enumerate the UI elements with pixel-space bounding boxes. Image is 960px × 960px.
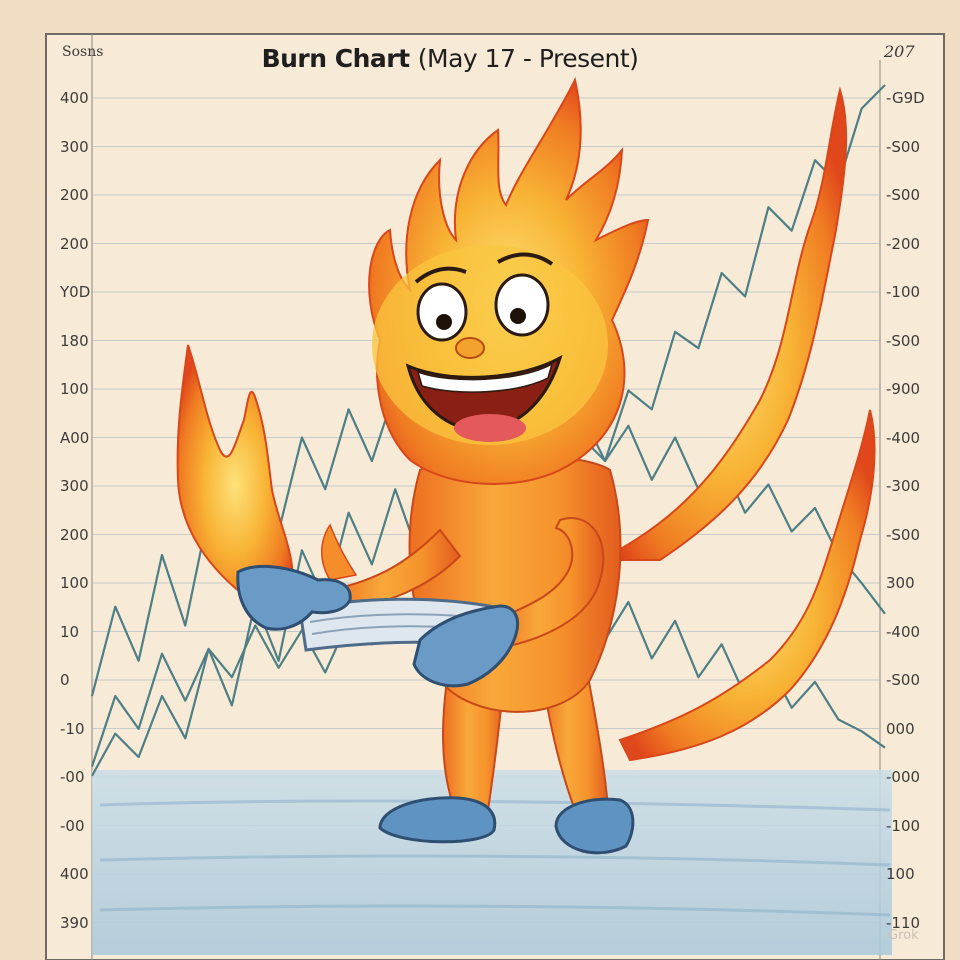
right-pupil — [510, 308, 526, 324]
right-tick-label: -300 — [886, 477, 921, 495]
left-tick-label: 400 — [60, 865, 89, 883]
right-tick-label: -200 — [886, 234, 921, 253]
corner-label-left: Sosns — [62, 44, 104, 60]
right-glove — [412, 604, 519, 688]
watermark: Grok — [888, 928, 919, 943]
left-tick-label: 200 — [60, 186, 89, 204]
left-tick-label: 200 — [60, 234, 89, 253]
left-tick-label: 0 — [60, 671, 70, 689]
right-shoe — [554, 797, 635, 855]
left-tick-label: A00 — [60, 428, 90, 447]
right-tick-label: -S00 — [886, 331, 921, 350]
right-tick-label: -100 — [886, 283, 921, 301]
left-shoe — [378, 796, 497, 844]
left-tick-label: 10 — [60, 622, 80, 641]
left-flame — [176, 344, 294, 601]
right-tick-label: -000 — [886, 768, 921, 786]
nose — [455, 337, 485, 359]
right-tick-label: -100 — [886, 816, 921, 835]
left-tick-label: 100 — [60, 380, 89, 398]
right-tick-label: -400 — [886, 622, 921, 641]
chart-title-range: (May 17 - Present) — [417, 44, 639, 73]
right-tick-label: -S00 — [886, 186, 921, 204]
flame-mascot — [176, 77, 876, 855]
left-tick-label: -00 — [60, 768, 85, 786]
left-tick-label: -10 — [60, 719, 85, 738]
right-tick-label: 100 — [886, 865, 915, 883]
left-glove — [236, 564, 352, 631]
chart-title: Burn Chart (May 17 - Present) — [0, 44, 900, 73]
corner-label-right: 207 — [884, 42, 915, 61]
tongue — [454, 414, 526, 442]
left-tick-label: 390 — [60, 913, 89, 932]
left-tick-label: -00 — [60, 816, 85, 835]
right-tick-label: -900 — [886, 380, 921, 398]
right-flame-arm — [599, 86, 848, 561]
teeth — [416, 362, 554, 393]
tail-flame — [618, 409, 876, 762]
left-tick-label: 200 — [60, 525, 89, 544]
chart-title-main: Burn Chart — [261, 44, 410, 73]
left-pupil — [436, 314, 452, 330]
right-tick-label: -G9D — [886, 89, 925, 107]
left-tick-label: 180 — [60, 331, 89, 350]
right-tick-label: -400 — [886, 428, 921, 447]
right-tick-label: 300 — [886, 574, 915, 592]
left-tick-label: Y0D — [60, 283, 91, 301]
left-eye — [416, 282, 468, 342]
right-tick-label: -S00 — [886, 671, 921, 689]
small-flame — [321, 523, 358, 581]
left-tick-label: 300 — [60, 477, 89, 495]
right-eyebrow — [497, 252, 554, 266]
right-eye — [494, 273, 550, 337]
right-tick-label: -S00 — [886, 525, 921, 544]
left-tick-label: 100 — [60, 574, 89, 592]
left-eyebrow — [414, 266, 467, 284]
right-tick-label: 000 — [886, 719, 915, 738]
left-tick-label: 300 — [60, 137, 89, 156]
right-tick-label: -110 — [886, 913, 921, 932]
right-tick-label: -S00 — [886, 137, 921, 156]
left-tick-label: 400 — [60, 89, 89, 107]
